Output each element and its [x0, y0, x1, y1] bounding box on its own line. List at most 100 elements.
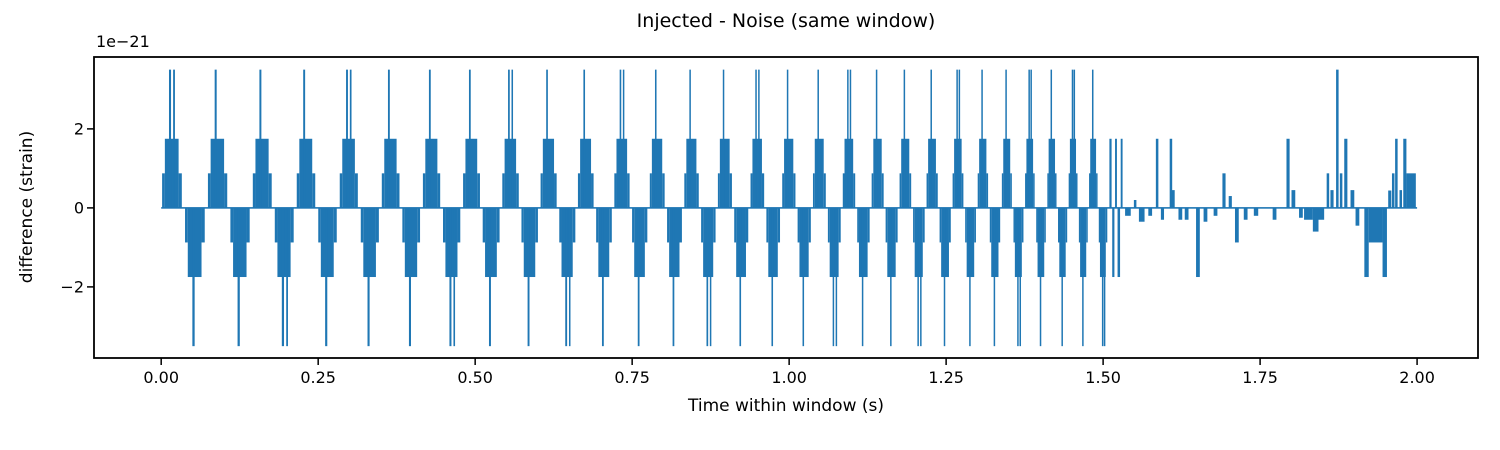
signal-pulse	[1350, 190, 1355, 208]
signal-pulse	[1017, 207, 1019, 347]
signal-pulse	[1058, 207, 1060, 243]
signal-pulse	[1112, 207, 1115, 278]
signal-pulse	[201, 207, 205, 243]
signal-pulse	[1178, 207, 1183, 220]
signal-pulse	[568, 207, 571, 347]
signal-pulse	[496, 207, 500, 243]
signal-pulse	[1050, 69, 1053, 208]
signal-pulse	[259, 69, 262, 208]
y-tick-label: 2	[73, 119, 84, 139]
signal-pulse	[952, 173, 955, 208]
signal-pulse	[1291, 190, 1296, 208]
signal-pulse	[354, 173, 358, 208]
signal-pulse	[1120, 138, 1123, 208]
signal-pulse	[1196, 207, 1200, 278]
signal-pulse	[1021, 207, 1024, 243]
signal-pulse	[1203, 207, 1208, 222]
signal-pulse	[684, 173, 687, 208]
signal-pulse	[521, 207, 524, 243]
signal-pulse	[954, 138, 962, 208]
signal-pulse	[885, 207, 888, 243]
signal-pulse	[1105, 207, 1108, 243]
signal-pulse	[1025, 173, 1027, 208]
signal-pulse	[375, 207, 379, 243]
signal-pulse	[719, 138, 730, 208]
signal-pulse	[408, 207, 411, 347]
signal-pulse	[823, 173, 826, 208]
signal-pulse	[1109, 138, 1112, 208]
signal-pulse	[701, 207, 704, 243]
signal-pulse	[465, 138, 478, 208]
signal-pulse	[1169, 138, 1173, 208]
signal-pulse	[1243, 207, 1248, 220]
signal-pulse	[709, 207, 712, 347]
signal-pulse	[1115, 138, 1117, 208]
y-tick-label: 0	[73, 198, 84, 218]
y-tick-label: −2	[60, 277, 84, 297]
signal-pulse	[1299, 207, 1303, 218]
signal-pulse	[281, 207, 285, 347]
signal-pulse	[164, 138, 179, 208]
signal-pulse	[1148, 207, 1153, 216]
signal-pulse	[977, 173, 980, 208]
signal-pulse	[890, 207, 892, 347]
signal-pulse	[565, 207, 568, 347]
signal-pulse	[185, 207, 188, 243]
x-tick-label: 1.75	[1242, 368, 1278, 387]
signal-pulse	[1336, 69, 1339, 208]
signal-pulse	[178, 173, 182, 208]
signal-pulse	[989, 207, 992, 243]
y-tick-labels: −2 0 2	[0, 0, 84, 450]
signal-pulse	[1030, 69, 1032, 208]
signal-pulse	[1388, 190, 1392, 208]
signal-pulse	[1078, 207, 1081, 243]
signal-pulse	[286, 207, 288, 347]
signal-pulse	[1312, 207, 1319, 232]
signal-pulse	[246, 207, 250, 243]
signal-pulse	[224, 173, 228, 208]
signal-pulse	[468, 69, 471, 208]
x-tick-label: 1.00	[771, 368, 807, 387]
signal-pulse	[847, 69, 849, 208]
signal-pulse	[849, 69, 852, 208]
signal-pulse	[1033, 173, 1035, 208]
signal-pulse	[1091, 69, 1094, 208]
signal-pulse	[838, 207, 841, 243]
chart-title: Injected - Noise (same window)	[636, 10, 936, 32]
signal-pulse	[1406, 173, 1416, 208]
signal-pulse	[546, 69, 548, 208]
signal-pulse	[609, 207, 612, 243]
signal-pulse	[1010, 173, 1012, 208]
signal-pulse	[875, 69, 878, 208]
signal-pulse	[913, 207, 915, 243]
signal-pulse	[1125, 207, 1131, 216]
signal-pulse	[1286, 138, 1290, 208]
signal-pulse	[527, 207, 530, 347]
signal-pulse	[974, 207, 976, 243]
signal-pulse	[777, 207, 781, 243]
signal-pulse	[396, 173, 400, 208]
signal-pulse	[662, 173, 665, 208]
signal-pulse	[168, 69, 172, 208]
signal-pulse	[619, 69, 622, 208]
signal-pulse	[428, 69, 431, 208]
signal-pulse	[961, 173, 964, 208]
signal-pulse	[689, 69, 691, 208]
signal-pulse	[745, 207, 749, 243]
signal-pulse	[881, 173, 884, 208]
x-tick-label: 1.25	[928, 368, 964, 387]
signal-pulse	[899, 173, 902, 208]
signal-pulse	[1096, 173, 1098, 208]
signal-pulse	[679, 207, 682, 243]
signal-pulse	[333, 207, 337, 243]
signal-pulse	[312, 173, 316, 208]
signal-pulse	[755, 69, 757, 208]
signal-pulse	[909, 173, 912, 208]
signal-pulse	[1395, 138, 1398, 208]
signal-pulse	[290, 207, 294, 243]
signal-pulse	[318, 207, 321, 243]
signal-pulse	[162, 173, 165, 208]
signal-pulse	[572, 207, 576, 243]
signal-pulse	[1044, 207, 1046, 243]
